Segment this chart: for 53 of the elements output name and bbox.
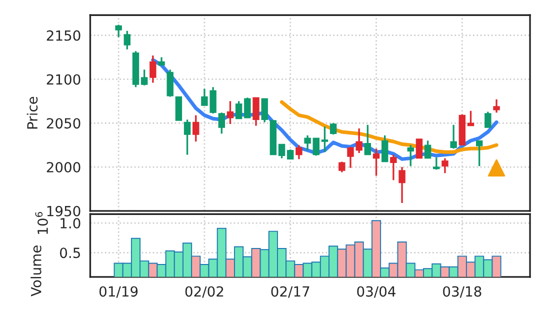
x-tick-label: 03/04 — [357, 286, 396, 298]
candlestick — [493, 98, 500, 114]
candlestick — [321, 126, 328, 153]
candlestick — [218, 112, 225, 134]
candlestick — [416, 138, 423, 160]
candlestick — [115, 24, 122, 38]
y-tick-label: 2000 — [46, 162, 80, 172]
candlestick — [442, 157, 448, 174]
candlestick — [252, 96, 260, 127]
candlestick — [398, 166, 406, 204]
candlestick — [261, 98, 268, 124]
y-tick-label: 1950 — [47, 206, 80, 216]
x-tick-label: 02/02 — [185, 286, 224, 298]
candlestick — [381, 134, 388, 163]
candlestick — [304, 134, 311, 152]
candlestick — [184, 118, 191, 156]
candlestick — [235, 100, 242, 120]
y-tick-label: 2050 — [46, 118, 80, 129]
candlestick — [372, 148, 380, 177]
candlestick — [330, 122, 337, 136]
candlestick — [287, 148, 294, 160]
candlestick — [364, 124, 372, 156]
x-tick-label: 01/19 — [99, 286, 138, 298]
candlestick — [166, 68, 174, 98]
candlestick — [484, 110, 492, 128]
candlestick — [312, 137, 320, 156]
y-tick-label: 0.5 — [60, 248, 80, 258]
candlestick — [124, 30, 131, 50]
candlestick — [192, 114, 200, 142]
candlestick — [150, 54, 156, 84]
y-tick-label: 1.0 — [60, 218, 80, 228]
x-tick-label: 02/17 — [271, 286, 310, 298]
y-axis-title: Price — [26, 96, 38, 129]
y-tick-label: 2150 — [46, 30, 80, 41]
y-tick-label: 2100 — [46, 74, 80, 85]
candlestick — [278, 143, 286, 160]
candlestick — [407, 144, 414, 167]
candlestick — [244, 96, 251, 119]
candlestick — [467, 110, 474, 127]
candlestick — [450, 124, 457, 150]
candlestick — [338, 160, 346, 174]
candlestick — [476, 140, 483, 167]
candlestick — [226, 100, 234, 125]
candlestick — [296, 144, 302, 160]
candlestick — [390, 154, 397, 182]
candlestick — [140, 68, 148, 86]
line-series — [151, 58, 498, 161]
candlestick — [424, 140, 432, 160]
candlestick — [433, 156, 440, 170]
candlestick — [175, 96, 182, 121]
y-axis-title: Volume — [30, 246, 42, 296]
x-tick-label: 03/18 — [443, 286, 482, 298]
text: 10$^{6}$ — [35, 212, 48, 234]
